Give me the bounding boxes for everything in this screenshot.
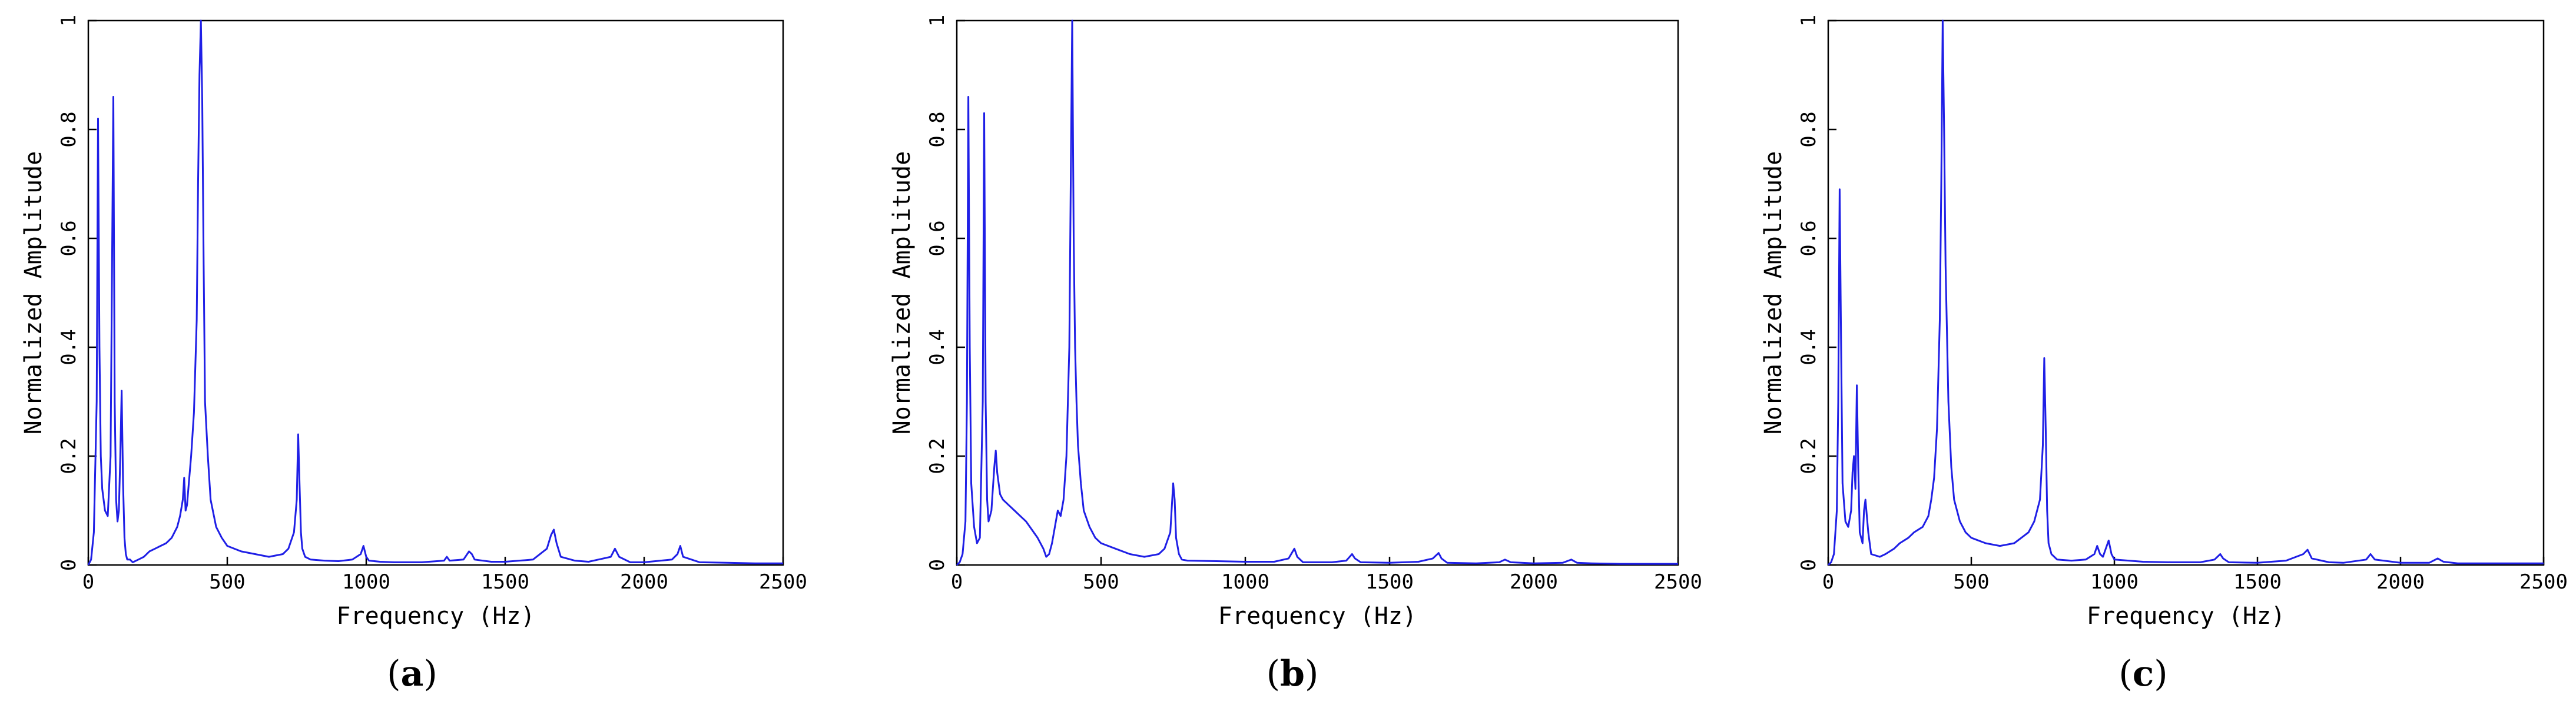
y-tick-label-b: 0.8 bbox=[926, 111, 949, 147]
x-axis-label-c: Frequency (Hz) bbox=[2087, 603, 2285, 630]
x-tick-label-b: 2000 bbox=[1510, 570, 1558, 594]
x-tick-label-a: 1000 bbox=[342, 570, 390, 594]
y-axis-label-a: Normalized Amplitude bbox=[20, 151, 47, 435]
x-tick-label-a: 1500 bbox=[481, 570, 529, 594]
panel-label-c: (c) bbox=[2119, 653, 2167, 694]
y-tick-label-a: 0.6 bbox=[57, 220, 81, 256]
x-tick-label-b: 1500 bbox=[1365, 570, 1414, 594]
x-tick-label-a: 0 bbox=[82, 570, 94, 594]
spectrum-line-b bbox=[956, 19, 1678, 566]
y-tick-label-a: 1 bbox=[57, 15, 81, 26]
spectrum-line-c bbox=[1827, 19, 2544, 566]
y-tick-label-b: 0.6 bbox=[926, 220, 949, 256]
panel-label-a: (a) bbox=[387, 653, 437, 694]
panel-label-b: (b) bbox=[1267, 653, 1319, 694]
y-tick-label-c: 0.6 bbox=[1797, 220, 1821, 256]
panel-c: (c) 0 500 1000 1500 2000 2500 0 0.2 0.4 0.6 0.8 1 Fr… bbox=[1760, 15, 2568, 694]
x-axis-label-b: Frequency (Hz) bbox=[1218, 603, 1417, 630]
plot-frame-a bbox=[87, 19, 784, 566]
y-tick-label-b: 0.4 bbox=[926, 329, 949, 365]
y-tick-label-c: 0.4 bbox=[1797, 329, 1821, 365]
x-tick-label-c: 2000 bbox=[2376, 570, 2425, 594]
x-tick-label-c: 0 bbox=[1822, 570, 1834, 594]
x-tick-label-c: 2500 bbox=[2519, 570, 2568, 594]
x-tick-label-c: 500 bbox=[1953, 570, 1989, 594]
plot-frame-b bbox=[956, 19, 1679, 566]
x-tick-label-a: 500 bbox=[209, 570, 245, 594]
x-tick-label-b: 500 bbox=[1083, 570, 1119, 594]
x-tick-label-c: 1000 bbox=[2090, 570, 2139, 594]
panel-b: (b) 0 500 1000 1500 2000 2500 0 0.2 0.4 0.6 0.8 1 Fr… bbox=[888, 15, 1702, 694]
x-axis-label-a: Frequency (Hz) bbox=[336, 603, 535, 630]
x-tick-label-b: 0 bbox=[951, 570, 963, 594]
y-tick-label-a: 0.8 bbox=[57, 111, 81, 147]
y-tick-label-b: 0 bbox=[926, 559, 949, 571]
x-tick-label-a: 2000 bbox=[620, 570, 668, 594]
plot-frame-c bbox=[1827, 19, 2545, 566]
y-tick-label-c: 0.2 bbox=[1797, 438, 1821, 474]
x-tick-label-c: 1500 bbox=[2233, 570, 2282, 594]
y-tick-label-c: 1 bbox=[1797, 15, 1821, 26]
y-tick-label-a: 0.4 bbox=[57, 329, 81, 365]
y-axis-label-c: Normalized Amplitude bbox=[1760, 151, 1787, 435]
y-tick-label-c: 0 bbox=[1797, 559, 1821, 571]
y-tick-label-b: 1 bbox=[926, 15, 949, 26]
panel-a: (a) 0 500 1000 1500 2000 2500 0 0.2 0.4 0.6 0.8 1 Fr… bbox=[20, 15, 807, 694]
spectrum-line-a bbox=[87, 19, 783, 566]
x-tick-label-b: 1000 bbox=[1221, 570, 1269, 594]
x-tick-label-b: 2500 bbox=[1654, 570, 1702, 594]
y-tick-label-b: 0.2 bbox=[926, 438, 949, 474]
y-axis-label-b: Normalized Amplitude bbox=[888, 151, 916, 435]
x-tick-label-a: 2500 bbox=[759, 570, 807, 594]
y-tick-label-c: 0.8 bbox=[1797, 111, 1821, 147]
y-tick-label-a: 0.2 bbox=[57, 438, 81, 474]
y-tick-label-a: 0 bbox=[57, 559, 81, 571]
